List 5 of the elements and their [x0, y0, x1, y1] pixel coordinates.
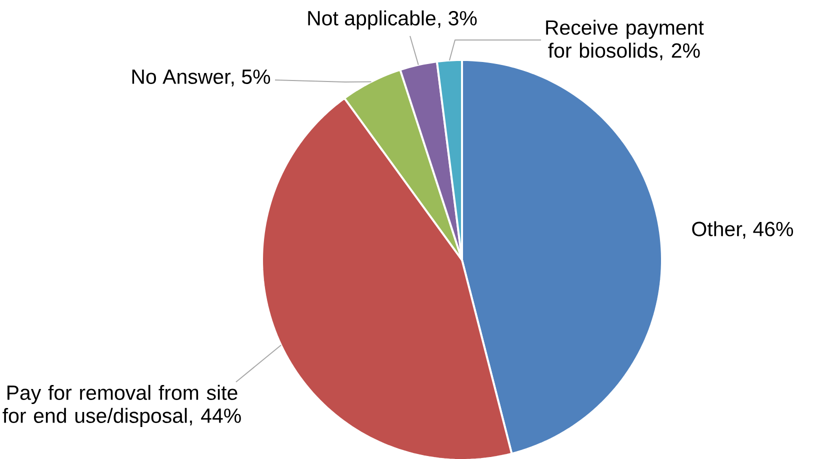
slice-label: Not applicable, 3%	[308, 10, 477, 30]
slice-label: Other, 46%	[692, 221, 794, 239]
slice-label: Pay for removal from site for end use/disposal, 44%	[2, 384, 241, 428]
slice-label: Receive payment for biosolids, 2%	[546, 20, 704, 60]
slice-label: No Answer, 5%	[132, 70, 270, 86]
